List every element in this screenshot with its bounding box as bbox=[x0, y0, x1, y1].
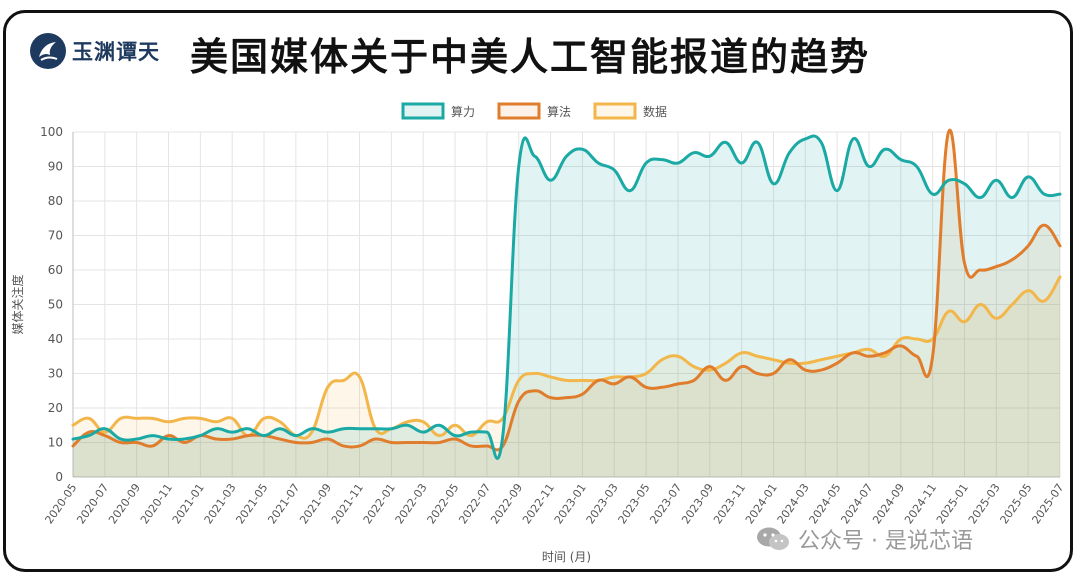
series-area-1 bbox=[73, 135, 1060, 477]
y-tick-label: 70 bbox=[48, 229, 63, 243]
y-tick-label: 10 bbox=[48, 436, 63, 450]
brand-logo: 玉渊谭天 bbox=[30, 30, 160, 72]
legend: 算力 算法 数据 bbox=[401, 102, 667, 120]
y-tick-label: 50 bbox=[48, 298, 63, 312]
legend-label: 数据 bbox=[643, 104, 667, 119]
y-tick-label: 20 bbox=[48, 401, 63, 415]
brand-seal-icon bbox=[30, 33, 66, 69]
series-area-2 bbox=[73, 130, 1060, 478]
wechat-icon bbox=[757, 527, 789, 550]
y-tick-label: 100 bbox=[40, 125, 63, 139]
x-tick-label: 2025-07 bbox=[1029, 481, 1066, 526]
x-axis-title: 时间 (月) bbox=[542, 550, 591, 564]
legend-label: 算力 bbox=[451, 104, 475, 119]
watermark-text: 公众号 · 是说芯语 bbox=[798, 529, 973, 554]
legend-swatch bbox=[401, 102, 445, 120]
brand-name: 玉渊谭天 bbox=[72, 39, 160, 64]
legend-swatch bbox=[497, 102, 541, 120]
series-line-3 bbox=[71, 275, 1062, 440]
y-tick-label: 0 bbox=[55, 470, 63, 484]
legend-swatch bbox=[593, 102, 637, 120]
y-tick-label: 90 bbox=[48, 160, 63, 174]
y-tick-label: 40 bbox=[48, 332, 63, 346]
watermark: 公众号 · 是说芯语 bbox=[756, 522, 973, 556]
y-tick-label: 80 bbox=[48, 194, 63, 208]
series-line-2 bbox=[71, 128, 1062, 452]
page-headline: 美国媒体关于中美人工智能报道的趋势 bbox=[190, 35, 871, 79]
y-tick-label: 60 bbox=[48, 263, 63, 277]
legend-label: 算法 bbox=[547, 104, 571, 119]
y-tick-label: 30 bbox=[48, 367, 63, 381]
y-axis-title: 媒体关注度 bbox=[10, 274, 25, 334]
series-area-3 bbox=[73, 276, 1060, 477]
series-line-1 bbox=[71, 134, 1062, 460]
